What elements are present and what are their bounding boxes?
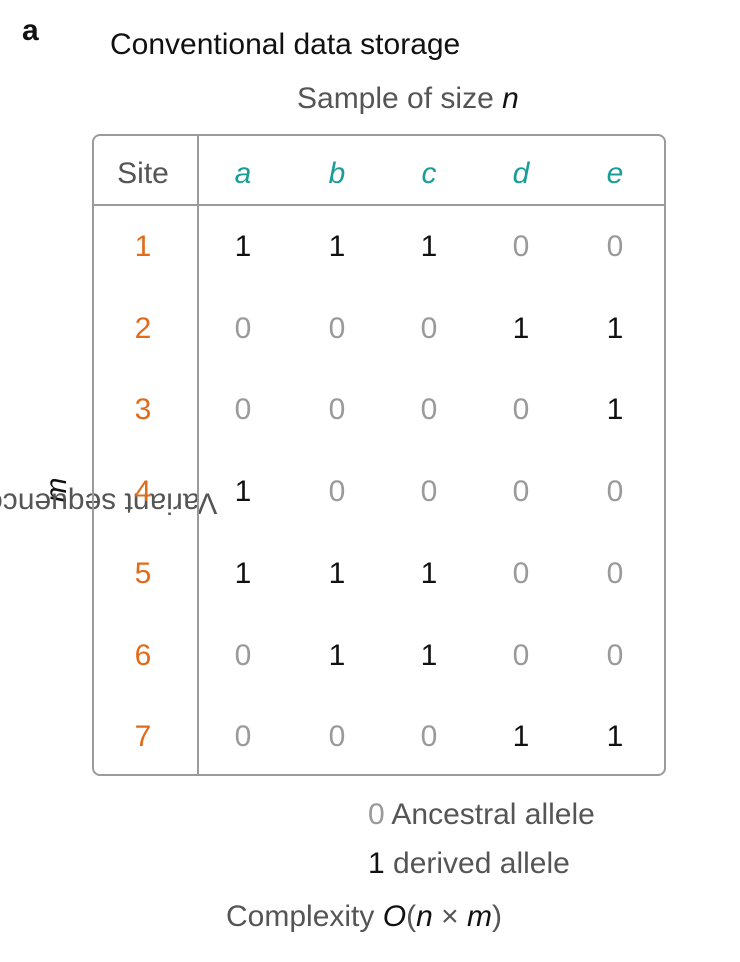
- allele-cell: 0: [328, 393, 346, 427]
- allele-cell: 0: [234, 393, 252, 427]
- site-column-header: Site: [117, 157, 169, 190]
- allele-cell: 1: [420, 638, 438, 672]
- sample-header-e: e: [606, 157, 624, 190]
- allele-cell: 1: [606, 393, 624, 427]
- allele-cell: 0: [512, 475, 530, 509]
- allele-cell: 1: [420, 556, 438, 590]
- allele-cell: 0: [512, 230, 530, 263]
- allele-cell: 0: [328, 311, 346, 345]
- allele-cell: 0: [234, 720, 252, 754]
- allele-cell: 1: [606, 720, 624, 754]
- allele-cell: 0: [328, 475, 346, 509]
- header-row-divider: [92, 204, 666, 206]
- complexity-label: Complexity O(n × m): [226, 900, 502, 933]
- site-number-4: 4: [134, 475, 152, 509]
- site-number-2: 2: [134, 311, 152, 345]
- site-number-6: 6: [134, 638, 152, 672]
- allele-cell: 1: [606, 311, 624, 345]
- sample-header-b: b: [328, 157, 346, 190]
- allele-cell: 0: [512, 393, 530, 427]
- allele-cell: 0: [328, 720, 346, 754]
- sample-header-a: a: [234, 157, 252, 190]
- allele-cell: 0: [606, 638, 624, 672]
- panel-label: a: [22, 14, 39, 47]
- figure-title: Conventional data storage: [110, 28, 461, 61]
- allele-cell: 0: [234, 638, 252, 672]
- site-number-3: 3: [134, 393, 152, 427]
- allele-cell: 0: [234, 311, 252, 345]
- allele-cell: 0: [512, 638, 530, 672]
- site-number-7: 7: [134, 720, 152, 754]
- allele-cell: 0: [606, 475, 624, 509]
- legend-derived: 1 derived allele: [368, 847, 570, 880]
- allele-cell: 1: [420, 230, 438, 263]
- legend-ancestral: 0 Ancestral allele: [368, 798, 595, 831]
- allele-cell: 1: [234, 475, 252, 509]
- allele-cell: 1: [234, 556, 252, 590]
- sample-header-d: d: [512, 157, 530, 190]
- allele-cell: 1: [512, 311, 530, 345]
- allele-cell: 1: [234, 230, 252, 263]
- allele-cell: 0: [512, 556, 530, 590]
- allele-cell: 0: [606, 556, 624, 590]
- allele-cell: 0: [420, 393, 438, 427]
- sample-size-label: Sample of size n: [297, 82, 519, 115]
- site-number-1: 1: [134, 230, 152, 263]
- allele-cell: 1: [512, 720, 530, 754]
- allele-cell: 1: [328, 230, 346, 263]
- site-number-5: 5: [134, 556, 152, 590]
- allele-cell: 0: [420, 475, 438, 509]
- genotype-table-frame: [92, 134, 666, 776]
- allele-cell: 0: [420, 311, 438, 345]
- allele-cell: 1: [328, 556, 346, 590]
- sample-header-c: c: [421, 157, 437, 190]
- allele-cell: 1: [328, 638, 346, 672]
- site-column-divider: [197, 134, 199, 776]
- allele-cell: 0: [606, 230, 624, 263]
- allele-cell: 0: [420, 720, 438, 754]
